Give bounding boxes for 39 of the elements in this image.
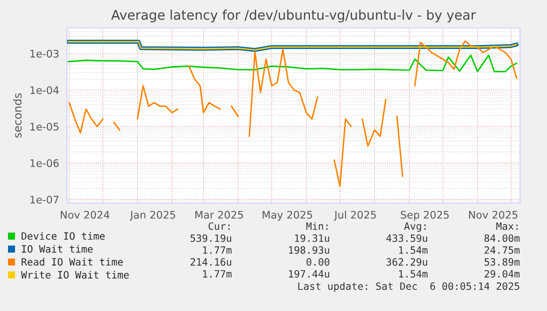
text: 84.00m	[484, 234, 520, 242]
y-tick-label: 1e-06	[30, 159, 59, 168]
chart-title: Average latency for /dev/ubuntu-vg/ubuntu-lv - by year	[111, 10, 476, 22]
text: 1.77m	[203, 270, 232, 278]
x-tick-label: Nov 2024	[60, 210, 110, 219]
x-tick-label: Mar 2025	[195, 210, 243, 219]
text: 198.93u	[289, 246, 330, 254]
x-tick-label: Nov 2025	[469, 210, 518, 219]
text: Max:	[496, 222, 518, 230]
x-tick-label: Jul 2025	[334, 210, 376, 221]
text: 362.29u	[386, 258, 428, 266]
text: 214.16u	[190, 258, 232, 266]
legend-label: Read IO Wait time	[22, 258, 123, 266]
text: 1.54m	[399, 270, 428, 278]
text: 197.44u	[289, 270, 330, 278]
legend-label: Write IO Wait time	[21, 270, 129, 279]
x-tick-label: May 2025	[262, 210, 312, 221]
text: 0.00	[306, 258, 330, 266]
text: 24.75m	[484, 246, 520, 254]
text: 1.54m	[399, 246, 428, 254]
text: Min:	[306, 222, 328, 230]
legend-label: Device IO time	[22, 232, 105, 240]
y-tick-label: 1e-03	[30, 50, 59, 58]
y-tick-label: 1e-04	[30, 86, 59, 94]
text: Cur:	[208, 222, 230, 230]
text: 29.04m	[484, 270, 520, 278]
text: 53.89m	[484, 258, 520, 266]
y-tick-label: 1e-07	[30, 196, 58, 204]
x-tick-label: Jan 2025	[130, 210, 176, 221]
text: 433.59u	[386, 234, 428, 242]
text: 19.31u	[295, 234, 330, 242]
legend-label: IO Wait time	[22, 244, 93, 253]
x-tick-label: Sep 2025	[400, 210, 449, 221]
text: Avg:	[404, 222, 426, 232]
text: Last update: Sat Dec 6 00:05:14 2025	[298, 282, 520, 292]
text: 539.19u	[190, 234, 232, 242]
y-axis-title: seconds	[13, 93, 22, 138]
y-tick-label: 1e-05	[30, 122, 58, 131]
text: 1.77m	[203, 246, 232, 254]
